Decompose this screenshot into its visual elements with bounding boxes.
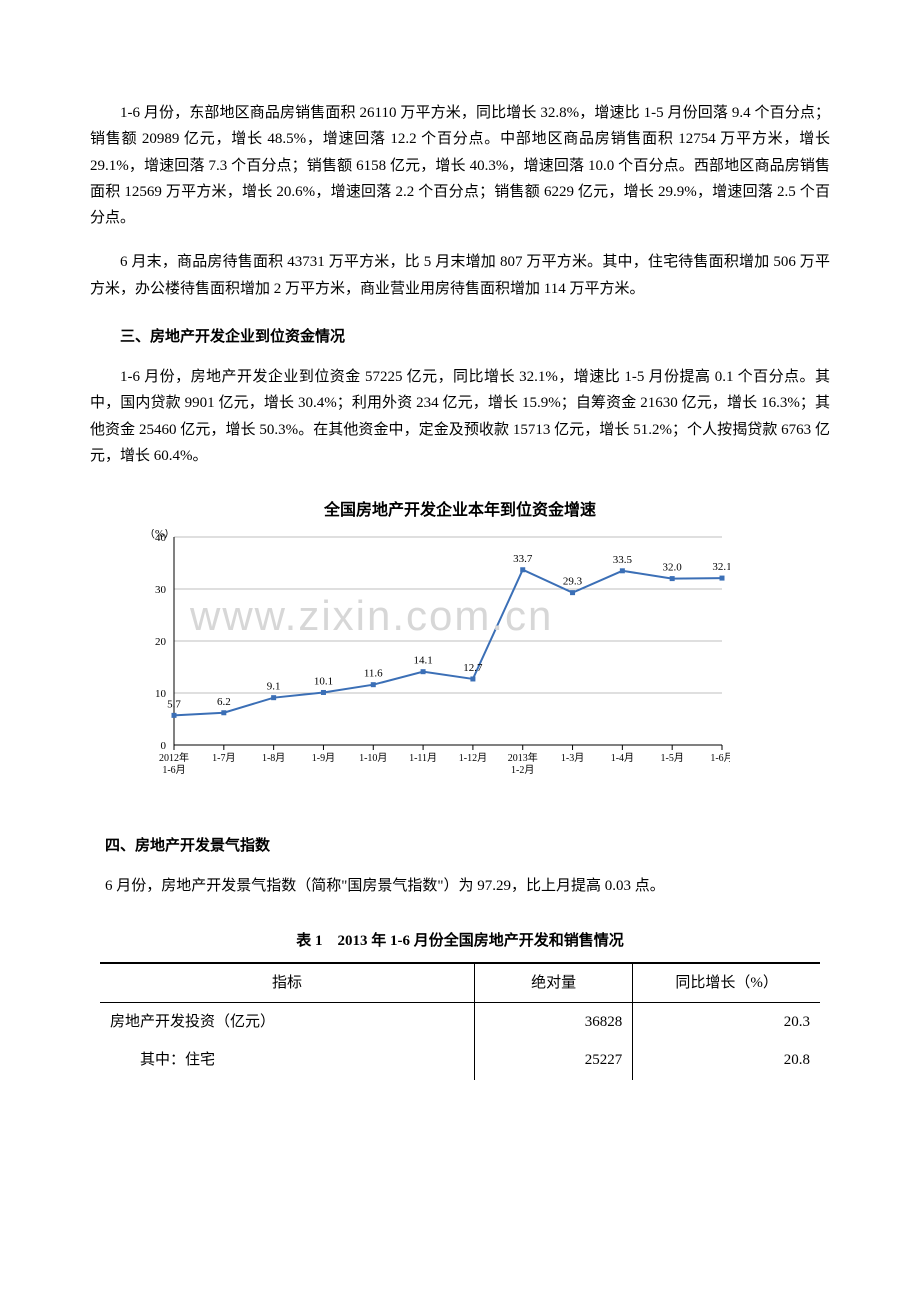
table-row: 其中：住宅2522720.8 [100,1041,820,1079]
table-cell: 房地产开发投资（亿元） [100,1003,474,1042]
svg-text:1-12月: 1-12月 [459,752,487,764]
svg-text:9.1: 9.1 [267,681,281,693]
document-page: 1-6 月份，东部地区商品房销售面积 26110 万平方米，同比增长 32.8%… [0,0,920,1140]
paragraph-index: 6 月份，房地产开发景气指数（简称"国房景气指数"）为 97.29，比上月提高 … [90,873,830,899]
chart-container: 全国房地产开发企业本年到位资金增速 （%）0102030402012年1-6月1… [130,497,790,803]
svg-text:1-6月: 1-6月 [710,752,730,764]
svg-text:40: 40 [155,532,167,544]
svg-text:1-6月: 1-6月 [162,764,185,776]
table-row: 房地产开发投资（亿元）3682820.3 [100,1003,820,1042]
paragraph-funding: 1-6 月份，房地产开发企业到位资金 57225 亿元，同比增长 32.1%，增… [90,364,830,469]
paragraph-sales-region: 1-6 月份，东部地区商品房销售面积 26110 万平方米，同比增长 32.8%… [90,100,830,231]
svg-text:1-11月: 1-11月 [409,752,437,764]
svg-text:6.2: 6.2 [217,696,231,708]
svg-text:32.1: 32.1 [712,561,730,573]
svg-text:33.7: 33.7 [513,553,533,565]
svg-text:29.3: 29.3 [563,576,583,588]
table-header-cell: 绝对量 [474,963,632,1003]
table-header-cell: 同比增长（%） [633,963,820,1003]
paragraph-inventory: 6 月末，商品房待售面积 43731 万平方米，比 5 月末增加 807 万平方… [90,249,830,302]
svg-text:1-8月: 1-8月 [262,752,285,764]
section-heading-3: 三、房地产开发企业到位资金情况 [90,324,830,350]
svg-text:0: 0 [161,740,167,752]
svg-text:1-9月: 1-9月 [312,752,335,764]
svg-text:20: 20 [155,636,167,648]
svg-text:30: 30 [155,584,167,596]
svg-text:33.5: 33.5 [613,554,633,566]
line-chart-svg: （%）0102030402012年1-6月1-7月1-8月1-9月1-10月1-… [130,529,730,803]
table-cell: 25227 [474,1041,632,1079]
svg-text:2012年: 2012年 [159,751,189,764]
svg-text:2013年: 2013年 [508,751,538,764]
svg-text:10: 10 [155,688,167,700]
svg-text:14.1: 14.1 [413,655,432,667]
svg-text:1-5月: 1-5月 [661,752,684,764]
svg-text:12.7: 12.7 [463,662,483,674]
svg-text:1-2月: 1-2月 [511,764,534,776]
svg-text:1-3月: 1-3月 [561,752,584,764]
svg-text:1-10月: 1-10月 [359,752,387,764]
table-cell: 其中：住宅 [100,1041,474,1079]
table-cell: 20.3 [633,1003,820,1042]
svg-text:11.6: 11.6 [364,668,383,680]
svg-text:5.7: 5.7 [167,698,181,710]
table-title: 表 1 2013 年 1-6 月份全国房地产开发和销售情况 [90,928,830,954]
table-body: 房地产开发投资（亿元）3682820.3 其中：住宅2522720.8 [100,1003,820,1080]
table-cell: 20.8 [633,1041,820,1079]
svg-text:10.1: 10.1 [314,675,333,687]
table-header-cell: 指标 [100,963,474,1003]
chart-title: 全国房地产开发企业本年到位资金增速 [130,497,790,525]
table-head: 指标绝对量同比增长（%） [100,963,820,1003]
svg-text:32.0: 32.0 [663,562,683,574]
section-heading-4: 四、房地产开发景气指数 [90,833,830,859]
data-table: 指标绝对量同比增长（%） 房地产开发投资（亿元）3682820.3 其中：住宅2… [100,962,820,1080]
svg-text:1-7月: 1-7月 [212,752,235,764]
svg-text:1-4月: 1-4月 [611,752,634,764]
table-cell: 36828 [474,1003,632,1042]
line-chart: （%）0102030402012年1-6月1-7月1-8月1-9月1-10月1-… [130,529,790,803]
